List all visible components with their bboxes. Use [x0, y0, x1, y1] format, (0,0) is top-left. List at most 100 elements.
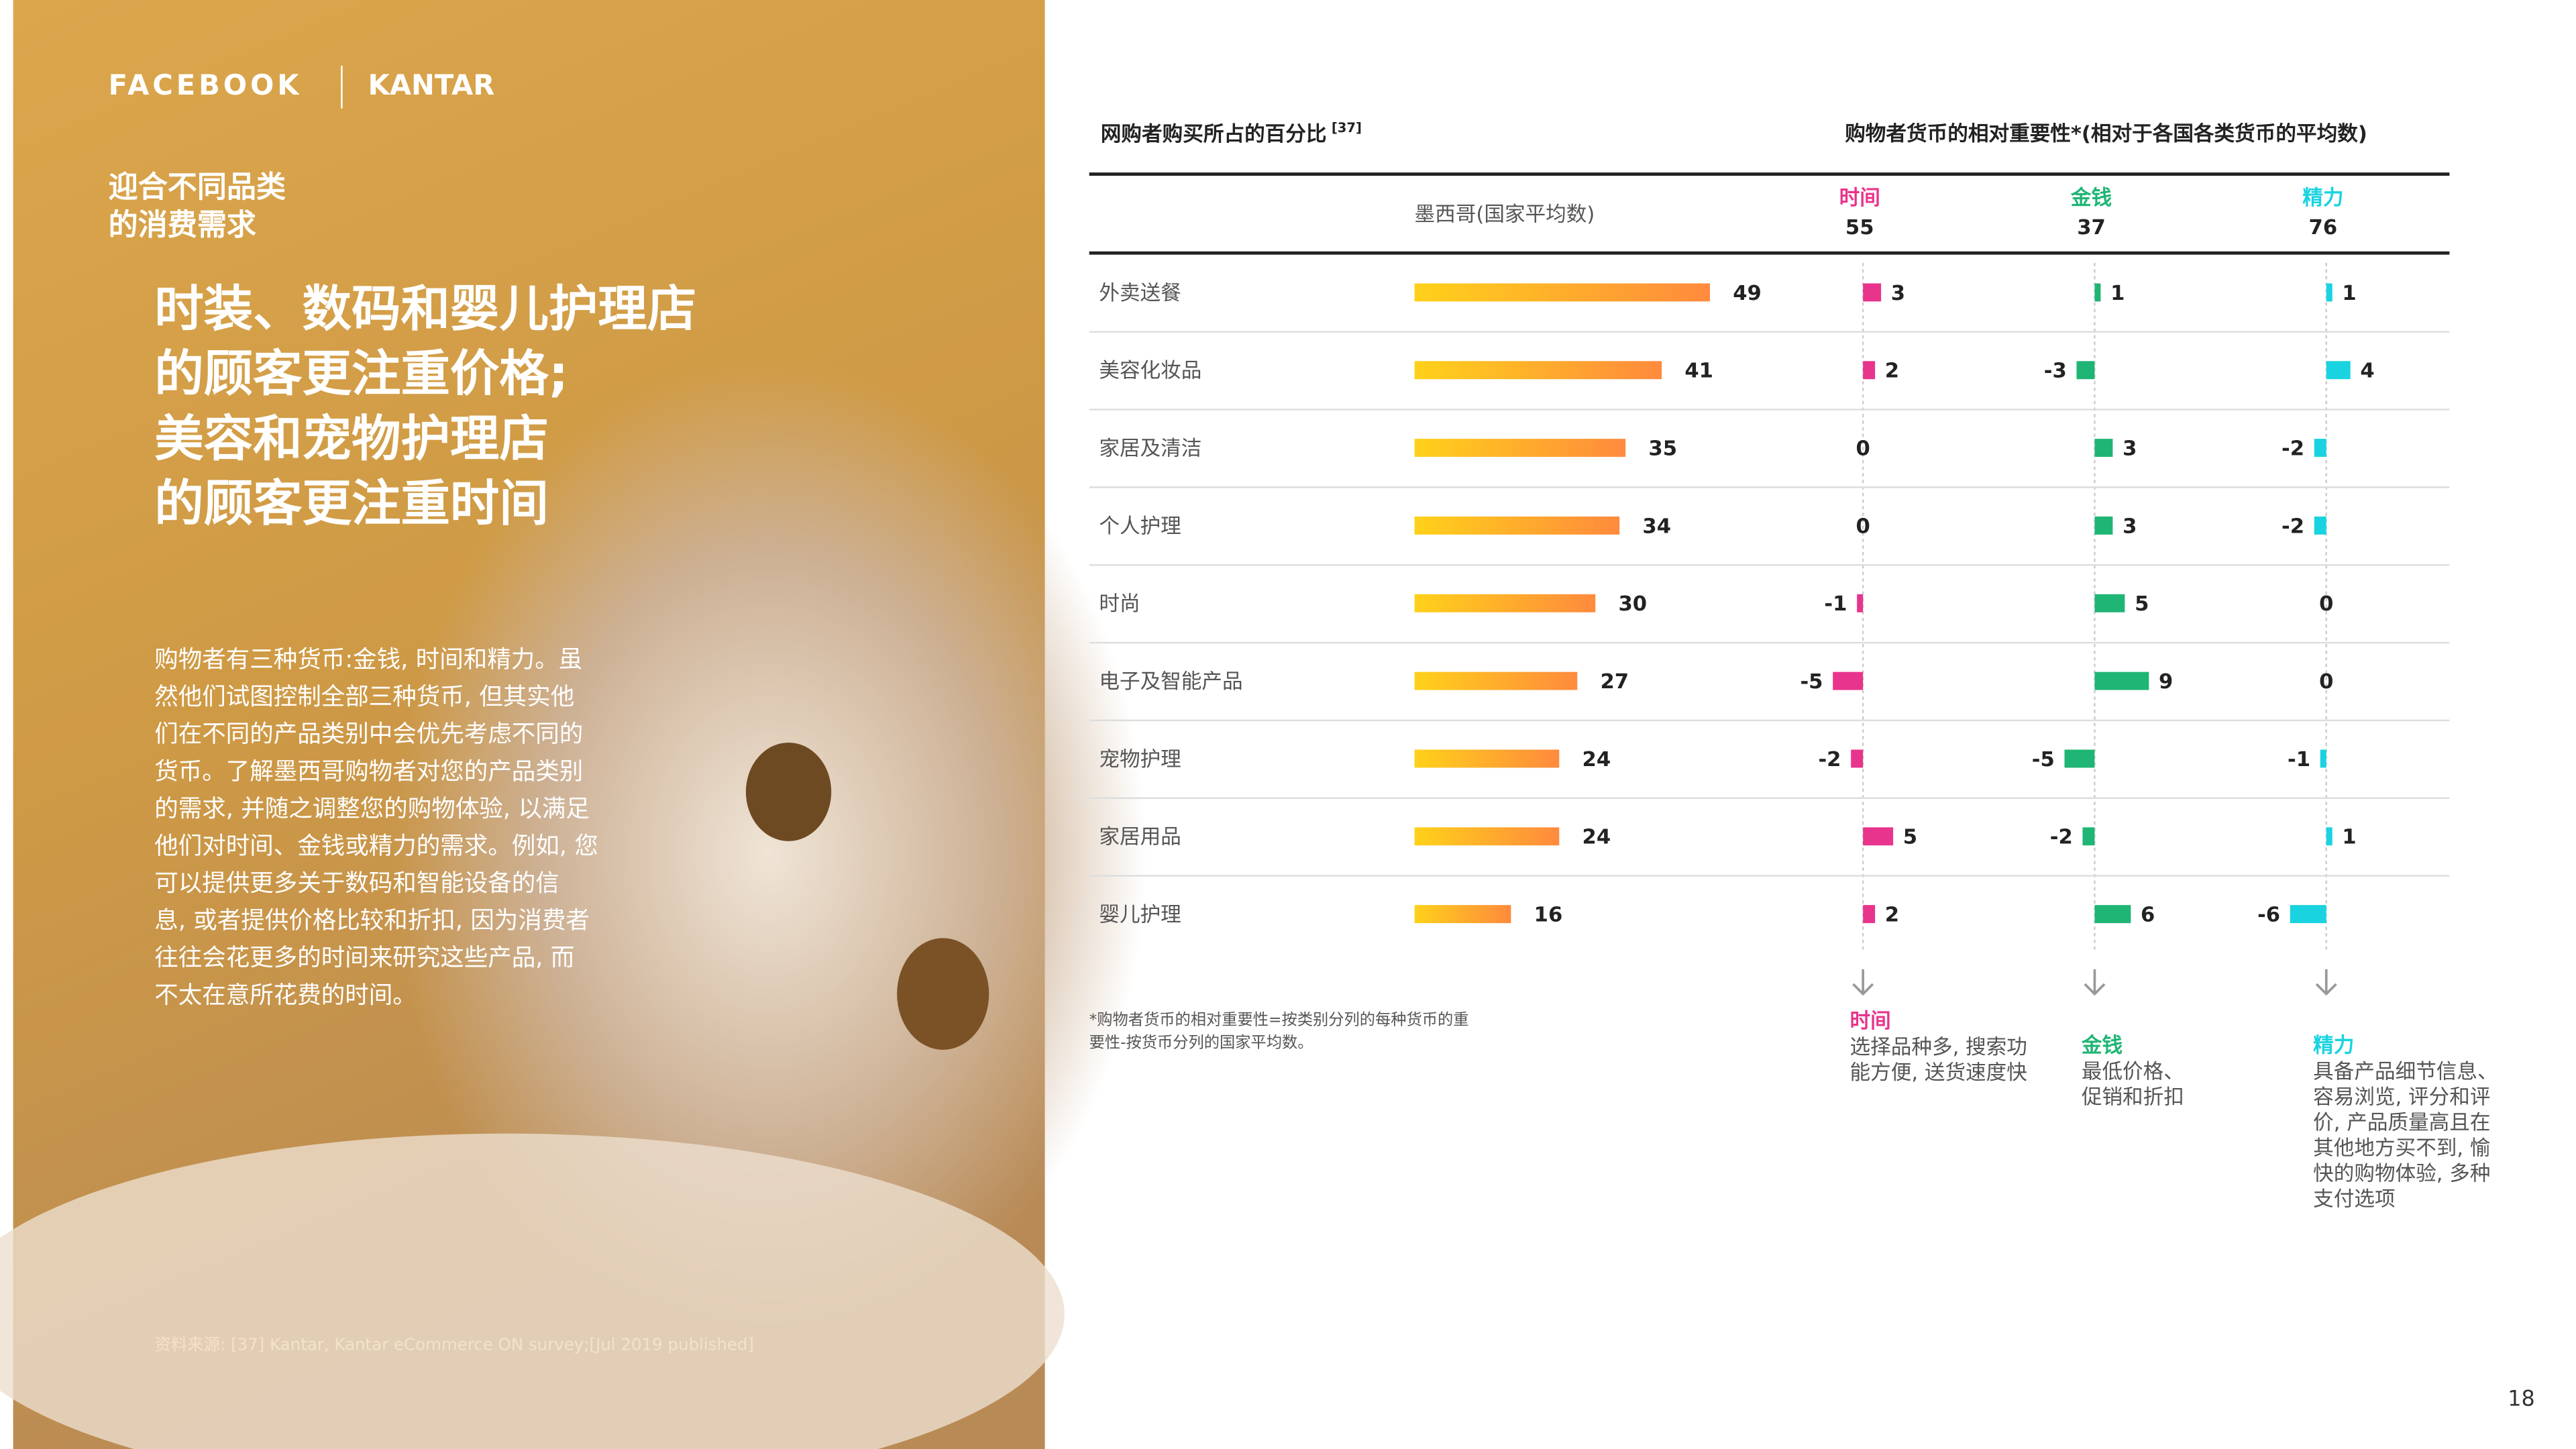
subtitle-text: 网购者购买所占的百分比: [1101, 122, 1327, 146]
currency-name: 金钱: [2070, 186, 2112, 210]
currency-average: 37: [2077, 216, 2106, 239]
body-text: 往往会花更多的时间来研究这些产品, 而: [154, 944, 574, 971]
value-label: 2: [1885, 904, 1899, 927]
currency-average: 76: [2309, 216, 2338, 239]
arrow: [2315, 969, 2337, 996]
value-label: 3: [2123, 515, 2137, 538]
note-title: 金钱: [2081, 1034, 2123, 1058]
value-label: 5: [1903, 826, 1917, 849]
share-bar: [1414, 361, 1662, 380]
currency-bar: [2094, 594, 2125, 612]
body-text: 息, 或者提供价格比较和折扣, 因为消费者: [154, 907, 590, 934]
value-label: -2: [2282, 437, 2304, 461]
currency-bar: [2094, 439, 2113, 458]
chart-subtitle: 网购者购买所占的百分比 [37]: [1101, 120, 1362, 146]
category-label: 宠物护理: [1099, 748, 1181, 771]
body-text: 购物者有三种货币:金钱, 时间和精力。虽: [154, 645, 582, 673]
cat-eye: [897, 938, 989, 1050]
value-label: 3: [1891, 282, 1905, 305]
value-label: 3: [2123, 437, 2137, 461]
value-label: -6: [2257, 904, 2280, 927]
body-text: 货币。了解墨西哥购物者对您的产品类别: [154, 757, 583, 785]
arrow: [2084, 969, 2106, 996]
section-title: 迎合不同品类: [109, 170, 286, 205]
headline: 的顾客更注重时间: [154, 476, 549, 533]
currency-bar: [2314, 439, 2326, 458]
category-label: 家居及清洁: [1099, 437, 1201, 461]
currency-bar: [2094, 672, 2149, 690]
share-bar: [1414, 749, 1560, 768]
page-number: 18: [2508, 1386, 2535, 1411]
body-text: 们在不同的产品类别中会优先考虑不同的: [154, 720, 583, 748]
value-label: 16: [1534, 904, 1563, 927]
value-label: -5: [1800, 670, 1823, 694]
headline: 的顾客更注重价格;: [154, 345, 568, 402]
share-bar: [1414, 905, 1511, 924]
value-label: 0: [2319, 592, 2333, 616]
note-text: 最低价格、: [2082, 1061, 2184, 1084]
currency-bar: [2094, 283, 2101, 302]
cat-photo: [390, 361, 1147, 1348]
value-label: 1: [2342, 826, 2356, 849]
share-bar: [1414, 827, 1560, 846]
category-label: 个人护理: [1099, 515, 1181, 538]
value-label: 41: [1684, 360, 1713, 383]
value-label: 24: [1582, 826, 1611, 849]
value-label: 5: [2135, 592, 2149, 616]
note-text: 其他地方买不到, 愉: [2313, 1137, 2490, 1161]
note-text: 选择品种多, 搜索功: [1850, 1036, 2027, 1059]
note-text: 能方便, 送货速度快: [1850, 1061, 2027, 1085]
currency-bar: [1857, 594, 1864, 612]
currency-bar: [2326, 361, 2351, 380]
currency-bar: [2314, 516, 2326, 535]
footnote: 要性-按货币分列的国家平均数。: [1089, 1034, 1313, 1052]
note-title: 时间: [1850, 1010, 1891, 1033]
note-text: 支付选项: [2313, 1187, 2395, 1211]
value-label: 24: [1582, 748, 1611, 771]
value-label: -1: [2288, 748, 2310, 771]
currency-bar: [2290, 905, 2326, 924]
body-text: 不太在意所花费的时间。: [154, 981, 417, 1009]
note-text: 快的购物体验, 多种: [2313, 1163, 2490, 1186]
note-text: 促销和折扣: [2082, 1086, 2184, 1110]
currency-bar: [2326, 283, 2332, 302]
body-text: 他们对时间、金钱或精力的需求。例如, 您: [154, 832, 598, 859]
reference: [37]: [1332, 120, 1362, 136]
value-label: 6: [2141, 904, 2155, 927]
category-label: 电子及智能产品: [1099, 670, 1242, 694]
share-bar: [1414, 594, 1596, 612]
category-label: 美容化妆品: [1099, 360, 1201, 383]
currency-bar: [1863, 283, 1882, 302]
body-text: 可以提供更多关于数码和智能设备的信: [154, 869, 559, 897]
currency-bar: [2076, 361, 2095, 380]
currency-bar: [1863, 361, 1876, 380]
category-label: 时尚: [1099, 592, 1140, 616]
value-label: -2: [2282, 515, 2304, 538]
note-text: 价, 产品质量高且在: [2313, 1112, 2490, 1135]
footnote: *购物者货币的相对重要性=按类别分列的每种货币的重: [1089, 1010, 1469, 1028]
category-label: 婴儿护理: [1099, 904, 1181, 927]
note-text: 容易浏览, 评分和评: [2313, 1086, 2490, 1110]
currency-bar: [1863, 905, 1876, 924]
brand: KANTAR: [368, 68, 495, 101]
value-label: 27: [1601, 670, 1629, 694]
currency-bar: [2326, 827, 2332, 846]
category-label: 外卖送餐: [1099, 282, 1181, 305]
column-header: 墨西哥(国家平均数): [1415, 203, 1595, 226]
source: 资料来源: [37] Kantar, Kantar eCommerce ON s…: [154, 1335, 754, 1354]
value-label: 1: [2342, 282, 2356, 305]
share-bar: [1414, 672, 1578, 690]
share-bar: [1414, 283, 1710, 302]
currency-bar: [2082, 827, 2095, 846]
currency-bar: [2320, 749, 2326, 768]
value-label: 0: [1856, 437, 1870, 461]
currency-bar: [1863, 827, 1894, 846]
value-label: 2: [1885, 360, 1899, 383]
body-text: 的需求, 并随之调整您的购物体验, 以满足: [154, 795, 590, 822]
chart-subtitle: 购物者货币的相对重要性*(相对于各国各类货币的平均数): [1845, 121, 2367, 146]
headline: 美容和宠物护理店: [154, 411, 549, 468]
value-label: 34: [1642, 515, 1671, 538]
